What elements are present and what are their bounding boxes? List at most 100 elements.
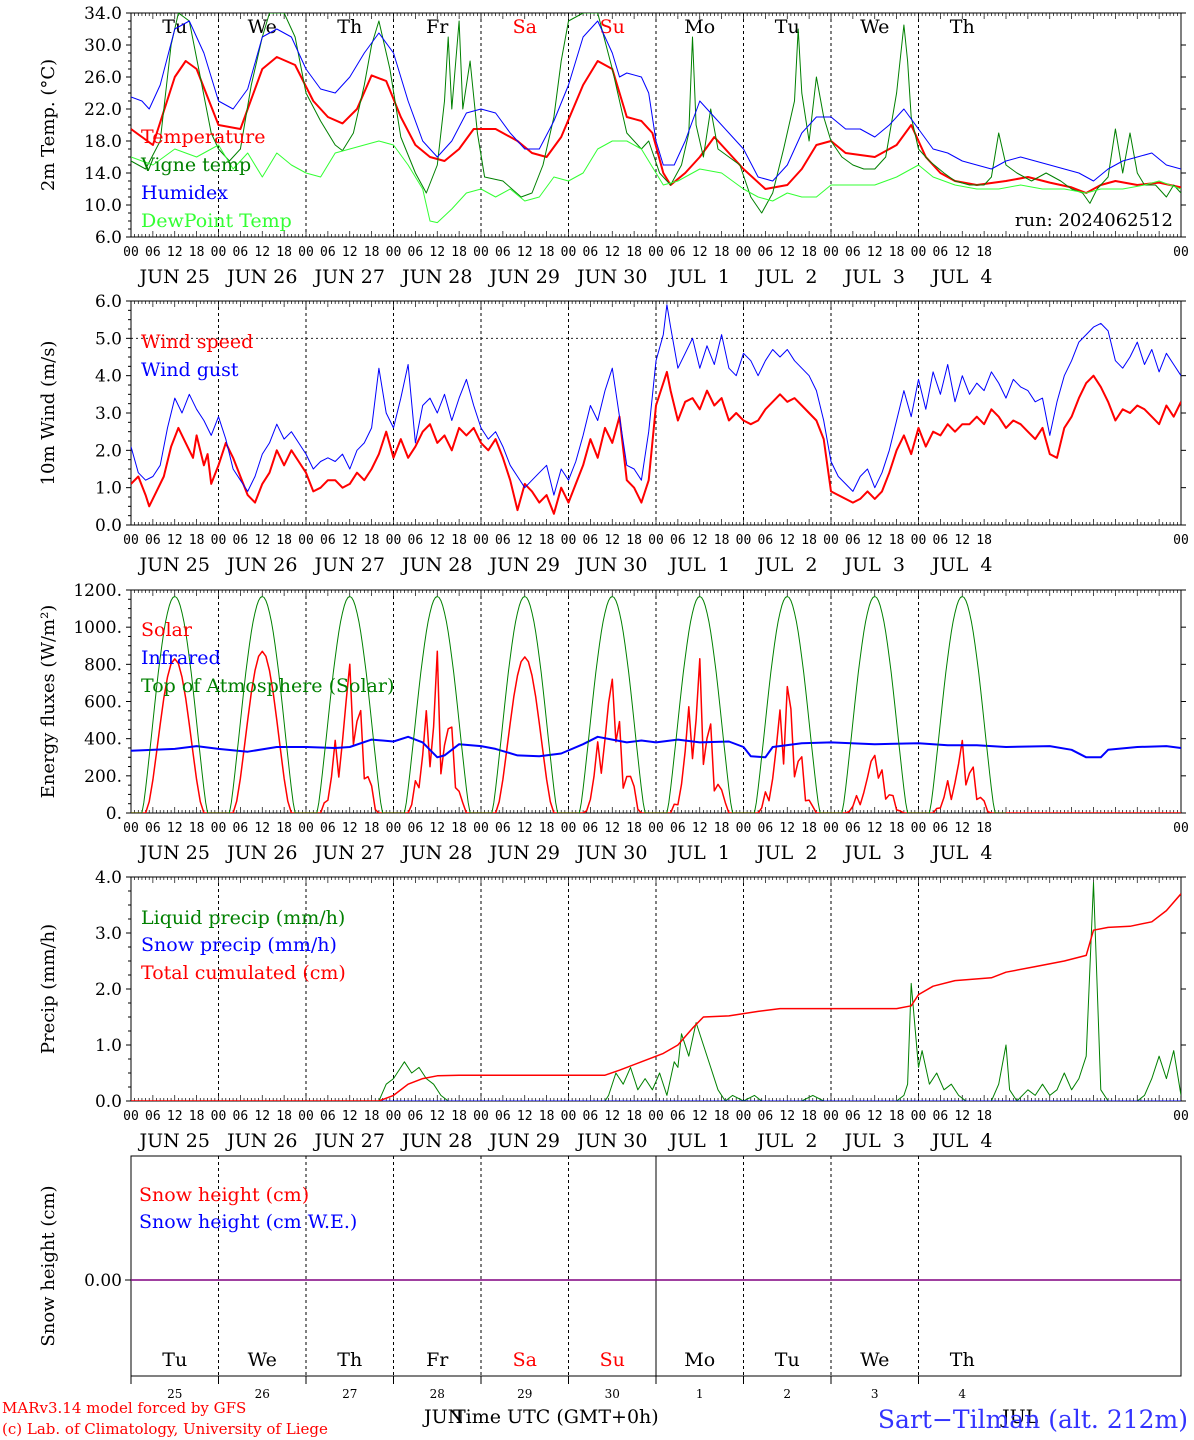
series-group	[131, 882, 1181, 1101]
series-line	[131, 882, 1181, 1101]
weekday-label: We	[860, 16, 889, 38]
y-tick-label: 1000.	[73, 618, 122, 638]
legend-entry: Humidex	[141, 182, 228, 204]
hour-tick-label: 00	[211, 821, 227, 836]
hour-tick-label: 00	[1173, 245, 1189, 260]
hour-tick-label: 06	[845, 1109, 861, 1124]
hour-tick-label: 18	[364, 1109, 380, 1124]
hour-tick-label: 00	[911, 245, 927, 260]
day-number-label: 27	[342, 1387, 357, 1401]
series-line	[131, 735, 1181, 759]
hour-tick-label: 06	[583, 1109, 599, 1124]
hour-tick-label: 12	[954, 245, 970, 260]
date-label: JUL 2	[755, 554, 817, 576]
hour-tick-label: 06	[408, 245, 424, 260]
hour-tick-label: 00	[473, 245, 489, 260]
hour-tick-label: 00	[1173, 533, 1189, 548]
date-label: JUN 26	[225, 554, 297, 576]
date-label: JUN 30	[575, 1130, 647, 1152]
y-tick-label: 400.	[84, 730, 122, 750]
hour-tick-label: 18	[889, 533, 905, 548]
weekday-label: Su	[600, 1349, 625, 1371]
hour-tick-label: 00	[473, 1109, 489, 1124]
hour-tick-label: 06	[758, 1109, 774, 1124]
date-label: JUL 2	[755, 842, 817, 864]
lab-credit-line: (c) Lab. of Climatology, University of L…	[2, 1420, 328, 1438]
hour-tick-label: 12	[429, 245, 445, 260]
hour-tick-label: 18	[189, 821, 205, 836]
day-number-label: 4	[958, 1387, 966, 1401]
panel-5: 0.00 Snow height (cm) Tu We Th Fr Sa Su Mo Tu We Th…	[38, 1155, 1182, 1401]
day-number-label: 30	[605, 1387, 620, 1401]
series-group	[131, 304, 1181, 515]
y-tick-label: 0.0	[95, 516, 122, 536]
date-label: JUL 4	[930, 266, 992, 288]
hour-tick-label: 00	[911, 1109, 927, 1124]
hour-tick-label: 00	[123, 1109, 139, 1124]
legend-entry: Temperature	[141, 126, 265, 148]
weekday-label: Fr	[426, 1349, 449, 1371]
date-label: JUN 28	[400, 842, 472, 864]
hour-tick-label: 00	[736, 1109, 752, 1124]
series-line	[131, 56, 1181, 194]
y-axis-label: Snow height (cm)	[38, 1185, 59, 1346]
hour-tick-label: 06	[320, 1109, 336, 1124]
hour-tick-label: 12	[429, 821, 445, 836]
date-label: JUN 25	[138, 266, 210, 288]
hour-tick-label: 18	[189, 533, 205, 548]
hour-tick-label: 12	[954, 1109, 970, 1124]
hour-tick-label: 18	[801, 821, 817, 836]
date-label: JUN 27	[313, 554, 385, 576]
hour-tick-label: 12	[342, 245, 358, 260]
legend-entry: Snow height (cm W.E.)	[139, 1211, 357, 1233]
weekday-label: Mo	[684, 1349, 715, 1371]
panel-4: 0.0 1.0 2.0 3.0 4.0 Precip (mm/h) 00 06 12 18 JUN …	[38, 868, 1189, 1152]
series-line	[131, 370, 1181, 515]
hour-tick-label: 18	[976, 821, 992, 836]
hour-tick-label: 06	[495, 821, 511, 836]
y-axis-label: 10m Wind (m/s)	[38, 341, 59, 486]
date-label: JUL 1	[668, 842, 730, 864]
hour-tick-label: 18	[889, 821, 905, 836]
hour-tick-label: 12	[167, 821, 183, 836]
y-tick-label: 2.0	[95, 441, 122, 461]
time-axis-label: Time UTC (GMT+0h)	[453, 1406, 659, 1428]
hour-tick-label: 12	[867, 533, 883, 548]
hour-tick-label: 06	[495, 533, 511, 548]
date-label: JUL 2	[755, 1130, 817, 1152]
legend-entry: Wind speed	[141, 331, 253, 353]
date-label: JUN 28	[400, 554, 472, 576]
panel-2: 0.0 1.0 2.0 3.0 4.0 5.0 6.0 10m Wind (m/s) 00 06 1…	[38, 292, 1189, 576]
hour-tick-label: 18	[451, 245, 467, 260]
hour-tick-label: 06	[670, 245, 686, 260]
y-tick-label: 5.0	[95, 329, 122, 349]
hour-tick-label: 18	[626, 821, 642, 836]
hour-tick-label: 12	[429, 533, 445, 548]
date-label: JUN 29	[488, 842, 560, 864]
hour-tick-label: 12	[167, 533, 183, 548]
hour-tick-label: 12	[517, 533, 533, 548]
hour-tick-label: 06	[583, 821, 599, 836]
hour-tick-label: 12	[692, 821, 708, 836]
hour-tick-label: 18	[539, 821, 555, 836]
hour-tick-label: 00	[648, 1109, 664, 1124]
weekday-label: Fr	[426, 16, 449, 38]
hour-tick-label: 06	[233, 245, 249, 260]
weekday-label: Tu	[775, 1349, 800, 1371]
hour-tick-label: 06	[145, 533, 161, 548]
y-tick-label: 2.0	[95, 980, 122, 1000]
y-tick-label: 30.0	[84, 36, 122, 56]
y-tick-label: 14.0	[84, 164, 122, 184]
hour-tick-label: 00	[648, 533, 664, 548]
date-label: JUN 25	[138, 1130, 210, 1152]
y-axis-label: Precip (mm/h)	[38, 924, 59, 1054]
y-tick-label: 800.	[84, 655, 122, 675]
hour-tick-label: 00	[298, 821, 314, 836]
hour-tick-label: 12	[342, 533, 358, 548]
date-label: JUN 27	[313, 1130, 385, 1152]
legend-entry: Infrared	[141, 647, 221, 669]
hour-tick-label: 00	[561, 533, 577, 548]
date-label: JUL 3	[843, 842, 905, 864]
hour-tick-label: 12	[779, 533, 795, 548]
y-tick-label: 26.0	[84, 68, 122, 88]
